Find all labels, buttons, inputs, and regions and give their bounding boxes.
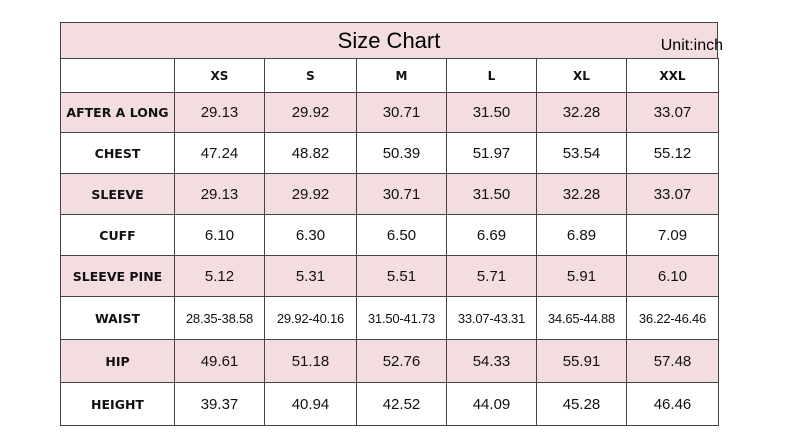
- measure-value: 6.10: [174, 214, 265, 256]
- measure-value: 5.31: [264, 255, 357, 297]
- measure-value: 33.07: [626, 92, 719, 133]
- title-row: Size Chart Unit:inch: [60, 22, 723, 59]
- unit-label: Unit:inch: [660, 37, 723, 54]
- measure-value: 54.33: [446, 339, 537, 383]
- measure-value: 29.92: [264, 173, 357, 215]
- size-header: XXL: [626, 58, 719, 93]
- measure-value: 29.13: [174, 92, 265, 133]
- measure-value: 5.51: [356, 255, 447, 297]
- measure-value: 31.50: [446, 92, 537, 133]
- measure-value: 5.91: [536, 255, 627, 297]
- measure-value: 28.35-38.58: [174, 296, 265, 340]
- row-label: SLEEVE PINE: [60, 255, 175, 297]
- measure-value: 33.07-43.31: [446, 296, 537, 340]
- measure-value: 40.94: [264, 382, 357, 426]
- measure-value: 52.76: [356, 339, 447, 383]
- measure-value: 36.22-46.46: [626, 296, 719, 340]
- size-header: XS: [174, 58, 265, 93]
- measure-value: 31.50-41.73: [356, 296, 447, 340]
- measure-value: 29.13: [174, 173, 265, 215]
- measure-value: 39.37: [174, 382, 265, 426]
- measure-value: 6.30: [264, 214, 357, 256]
- measure-value: 50.39: [356, 132, 447, 174]
- row-label: SLEEVE: [60, 173, 175, 215]
- measure-value: 48.82: [264, 132, 357, 174]
- measure-value: 42.52: [356, 382, 447, 426]
- measure-value: 7.09: [626, 214, 719, 256]
- size-header: M: [356, 58, 447, 93]
- size-header: L: [446, 58, 537, 93]
- size-header: S: [264, 58, 357, 93]
- row-label: CHEST: [60, 132, 175, 174]
- measure-value: 29.92-40.16: [264, 296, 357, 340]
- measure-value: 33.07: [626, 173, 719, 215]
- measure-value: 6.89: [536, 214, 627, 256]
- measure-value: 6.69: [446, 214, 537, 256]
- corner-cell: [60, 58, 175, 93]
- row-label: HIP: [60, 339, 175, 383]
- measure-value: 6.10: [626, 255, 719, 297]
- measure-value: 46.46: [626, 382, 719, 426]
- measure-value: 6.50: [356, 214, 447, 256]
- title: Size Chart: [337, 28, 441, 53]
- measure-value: 30.71: [356, 92, 447, 133]
- measure-value: 51.18: [264, 339, 357, 383]
- measure-value: 5.71: [446, 255, 537, 297]
- measure-value: 51.97: [446, 132, 537, 174]
- row-label: HEIGHT: [60, 382, 175, 426]
- measure-value: 29.92: [264, 92, 357, 133]
- row-label: CUFF: [60, 214, 175, 256]
- measure-value: 47.24: [174, 132, 265, 174]
- measure-value: 44.09: [446, 382, 537, 426]
- measure-value: 31.50: [446, 173, 537, 215]
- measure-value: 53.54: [536, 132, 627, 174]
- measure-value: 5.12: [174, 255, 265, 297]
- measure-value: 49.61: [174, 339, 265, 383]
- row-label: AFTER A LONG: [60, 92, 175, 133]
- measure-value: 45.28: [536, 382, 627, 426]
- measure-value: 34.65-44.88: [536, 296, 627, 340]
- row-label: WAIST: [60, 296, 175, 340]
- measure-value: 57.48: [626, 339, 719, 383]
- measure-value: 32.28: [536, 92, 627, 133]
- measure-value: 30.71: [356, 173, 447, 215]
- measure-value: 55.91: [536, 339, 627, 383]
- size-header: XL: [536, 58, 627, 93]
- measure-value: 55.12: [626, 132, 719, 174]
- measure-value: 32.28: [536, 173, 627, 215]
